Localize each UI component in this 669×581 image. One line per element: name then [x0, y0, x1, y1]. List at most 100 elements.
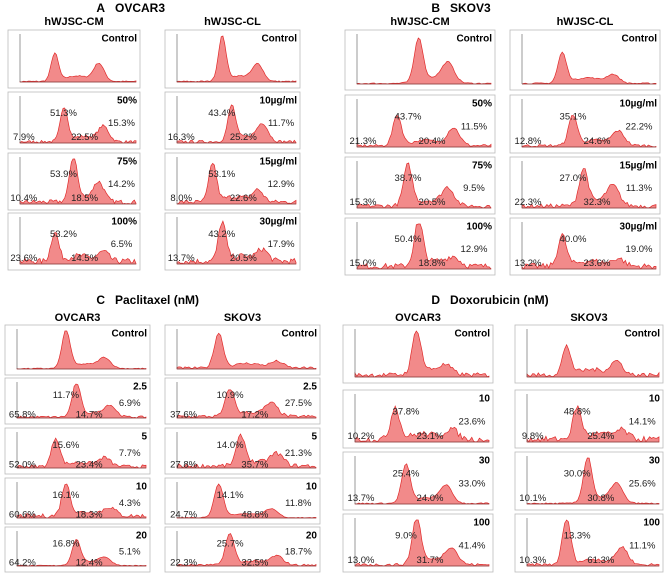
- percentage: 13.2%: [515, 258, 542, 269]
- histogram-plot: 75% 15.3% 38.7% 20.5% 9.5%: [344, 156, 496, 215]
- percentage: 43.2%: [208, 229, 235, 240]
- condition-label: 10µg/ml: [260, 96, 298, 107]
- percentage: 16.3%: [168, 132, 195, 143]
- histogram: [16, 383, 147, 419]
- histogram: [176, 332, 317, 370]
- percentage: 31.7%: [417, 555, 444, 566]
- histogram: [19, 52, 137, 83]
- percentage: 6.9%: [119, 398, 141, 409]
- percentage: 35.1%: [560, 112, 587, 123]
- histogram-plot: 30 13.7% 25.4% 24.0% 33.0%: [342, 451, 494, 511]
- condition-label: 100%: [466, 222, 492, 233]
- column-header: hWJSC-CL: [557, 16, 614, 28]
- histogram-plot: 10 9.8% 48.8% 25.4% 14.1%: [514, 389, 664, 449]
- percentage: 35.7%: [241, 459, 268, 470]
- condition-label: Control: [111, 329, 147, 340]
- histogram: [19, 107, 137, 144]
- percentage: 6.5%: [111, 239, 133, 250]
- percentage: 11.3%: [626, 183, 653, 194]
- percentage: 11.1%: [629, 540, 656, 551]
- condition-label: 20: [136, 531, 148, 542]
- percentage: 13.7%: [168, 253, 195, 264]
- percentage: 8.0%: [170, 193, 192, 204]
- percentage: 16.1%: [52, 490, 79, 501]
- percentage: 9.8%: [522, 431, 544, 442]
- percentage: 65.8%: [9, 409, 36, 420]
- histogram-plot: 10 24.7% 14.1% 48.8% 11.8%: [164, 477, 321, 525]
- percentage: 20.5%: [230, 253, 257, 264]
- condition-label: 10: [479, 394, 491, 405]
- histogram-plot: Control: [4, 324, 151, 376]
- percentage: 30.8%: [587, 493, 614, 504]
- column-header: hWJSC-CM: [44, 16, 103, 28]
- condition-label: 75%: [472, 161, 492, 172]
- histogram: [176, 433, 317, 469]
- histogram-plot: 10µg/ml 12.8% 35.1% 24.6% 22.2%: [509, 94, 661, 154]
- percentage: 30.0%: [564, 469, 591, 480]
- histogram: [16, 483, 147, 519]
- histogram: [354, 330, 490, 378]
- condition-label: Control: [101, 34, 137, 45]
- percentage: 25.7%: [217, 539, 244, 550]
- condition-label: 30: [649, 456, 661, 467]
- percentage: 21.3%: [285, 448, 312, 459]
- percentage: 11.8%: [285, 498, 312, 509]
- histogram-plot: 100 13.0% 9.0% 31.7% 41.4%: [342, 513, 494, 573]
- percentage: 21.3%: [350, 136, 377, 147]
- histogram: [176, 220, 297, 265]
- histogram: [526, 343, 660, 378]
- percentage: 17.9%: [268, 239, 295, 250]
- percentage: 11.7%: [268, 118, 295, 129]
- percentage: 18.5%: [71, 193, 98, 204]
- condition-label: Control: [454, 329, 490, 340]
- histogram: [356, 162, 492, 209]
- percentage: 4.3%: [119, 498, 141, 509]
- histogram-plot: 15µg/ml 22.3% 27.0% 32.3% 11.3%: [509, 156, 661, 215]
- percentage: 43.7%: [395, 112, 422, 123]
- histogram: [521, 232, 657, 270]
- condition-label: 15µg/ml: [620, 161, 658, 172]
- percentage: 32.5%: [241, 558, 268, 569]
- panel-letter: C: [96, 293, 105, 307]
- histogram-plot: 50% 21.3% 43.7% 20.4% 11.5%: [344, 94, 496, 154]
- percentage: 20.5%: [419, 197, 446, 208]
- percentage: 24.7%: [170, 509, 197, 520]
- condition-label: 10: [136, 482, 148, 493]
- percentage: 7.7%: [119, 448, 141, 459]
- condition-label: 2.5: [133, 382, 147, 393]
- percentage: 17.2%: [241, 409, 268, 420]
- histogram-plot: 5 27.8% 14.0% 35.7% 21.3%: [164, 427, 321, 475]
- histogram-plot: 2.5 65.8% 11.7% 14.7% 6.9%: [4, 377, 151, 425]
- histogram: [356, 115, 492, 148]
- percentage: 12.8%: [515, 136, 542, 147]
- percentage: 50.4%: [395, 234, 422, 245]
- percentage: 12.9%: [268, 179, 295, 190]
- histogram: [521, 51, 657, 85]
- panel-title: SKOV3: [450, 1, 491, 15]
- condition-label: Control: [456, 34, 492, 45]
- histogram: [19, 158, 137, 205]
- percentage: 14.0%: [217, 440, 244, 451]
- column-header: hWJSC-CM: [390, 16, 449, 28]
- percentage: 22.5%: [71, 132, 98, 143]
- percentage: 15.3%: [108, 118, 135, 129]
- condition-label: 10µg/ml: [620, 99, 658, 110]
- plot-frame: [164, 324, 321, 376]
- histogram: [16, 437, 147, 469]
- percentage: 53.9%: [50, 169, 77, 180]
- panel-title: Paclitaxel (nM): [115, 293, 199, 307]
- percentage: 9.0%: [395, 531, 417, 542]
- percentage: 38.7%: [395, 173, 422, 184]
- percentage: 9.5%: [463, 183, 485, 194]
- percentage: 15.6%: [52, 440, 79, 451]
- condition-label: 15µg/ml: [260, 157, 298, 168]
- condition-label: Control: [624, 329, 660, 340]
- histogram-plot: Control: [164, 324, 321, 376]
- histogram-plot: 30 10.1% 30.0% 30.8% 25.6%: [514, 451, 664, 511]
- condition-label: 75%: [117, 157, 137, 168]
- percentage: 12.9%: [461, 244, 488, 255]
- percentage: 37.6%: [170, 409, 197, 420]
- percentage: 33.0%: [459, 478, 486, 489]
- percentage: 24.0%: [417, 493, 444, 504]
